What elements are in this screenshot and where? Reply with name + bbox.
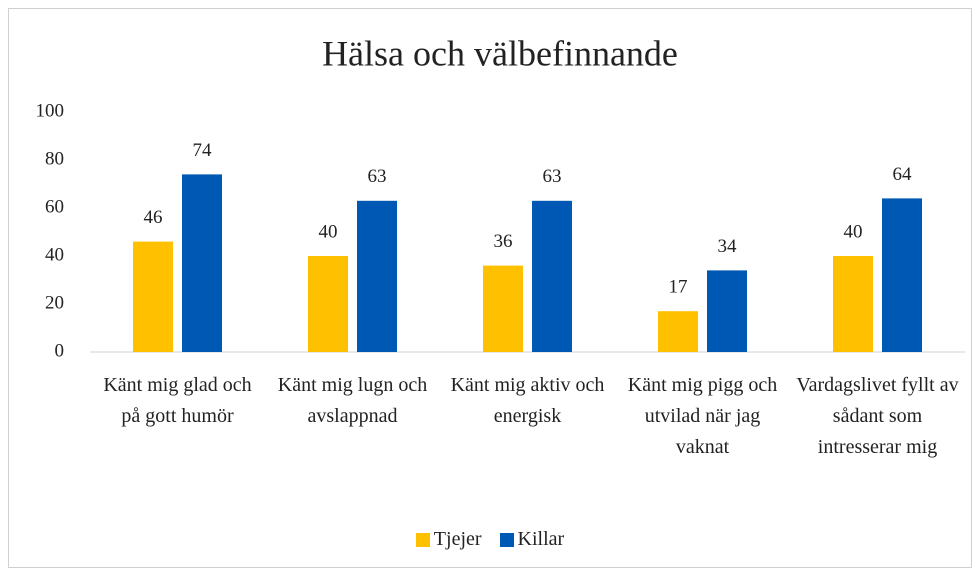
legend-label: Tjejer	[433, 528, 482, 550]
legend-swatch	[415, 532, 430, 547]
legend: Tjejer Killar	[0, 528, 980, 551]
legend-label: Killar	[517, 528, 565, 550]
x-tick-label: Känt mig glad och på gott humör	[103, 374, 252, 427]
bar	[483, 265, 523, 352]
data-label: 40	[844, 221, 863, 242]
bar	[882, 198, 922, 352]
data-label: 63	[543, 166, 562, 187]
y-tick-label: 40	[45, 244, 64, 265]
data-label: 17	[669, 277, 688, 298]
bar	[707, 270, 747, 352]
bar	[833, 256, 873, 352]
y-tick-label: 0	[55, 340, 65, 361]
bar	[357, 200, 397, 352]
legend-item: Killar	[499, 528, 565, 551]
chart-title: Hälsa och välbefinnande	[322, 33, 678, 73]
bar	[658, 311, 698, 352]
data-label: 64	[893, 164, 913, 185]
data-label: 34	[718, 236, 738, 257]
bar	[133, 241, 173, 352]
data-label: 36	[494, 231, 513, 252]
y-tick-label: 100	[36, 100, 65, 121]
data-label: 74	[193, 140, 213, 161]
bar	[532, 200, 572, 352]
x-tick-label: Känt mig lugn och avslappnad	[277, 374, 428, 427]
x-tick-label: Känt mig pigg och utvilad när jag vaknat	[627, 374, 778, 458]
data-label: 40	[319, 221, 338, 242]
x-tick-label: Vardagslivet fyllt av sådant som intress…	[796, 374, 959, 458]
y-tick-label: 20	[45, 292, 64, 313]
bar	[182, 174, 222, 352]
data-label: 63	[368, 166, 387, 187]
y-tick-label: 60	[45, 196, 64, 217]
legend-item: Tjejer	[415, 528, 482, 551]
y-tick-label: 80	[45, 148, 64, 169]
data-label: 46	[144, 207, 163, 228]
legend-swatch	[499, 532, 514, 547]
bar	[308, 256, 348, 352]
x-tick-label: Känt mig aktiv och energisk	[450, 374, 605, 427]
